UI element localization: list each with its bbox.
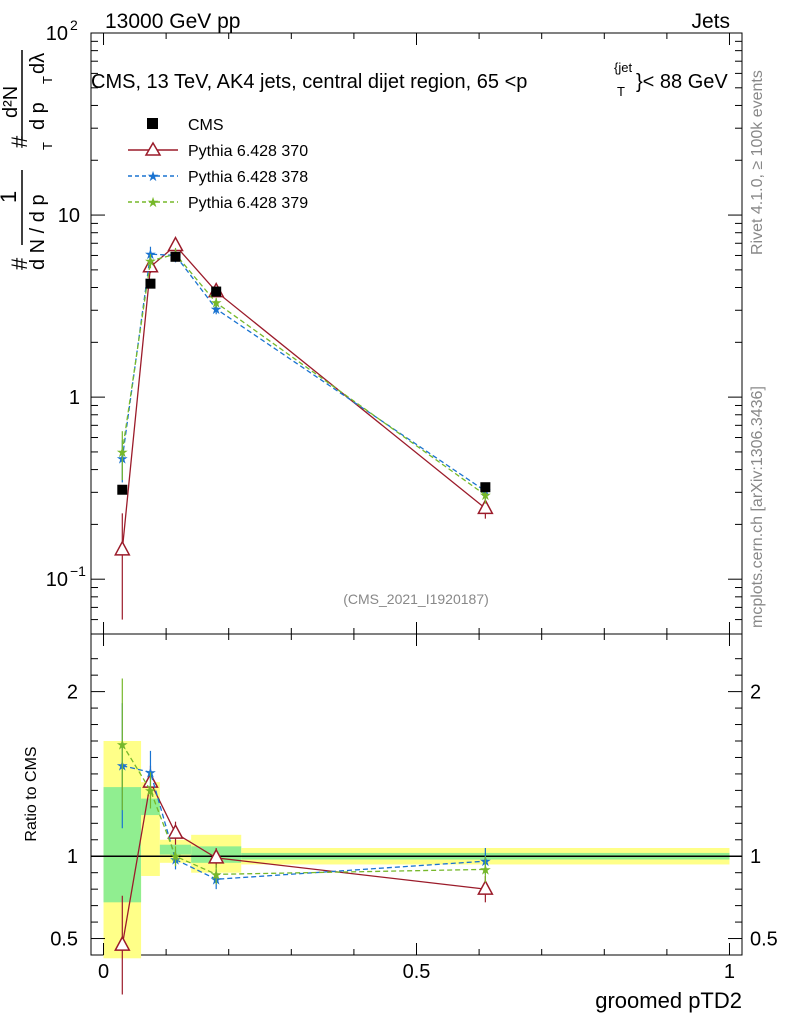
ylabel-dN: d N / d p bbox=[27, 194, 49, 270]
ylabel-T-1: T bbox=[40, 142, 55, 150]
y-tick-label-ratio-right: 1 bbox=[750, 846, 761, 868]
ratio-series: ★ ★★★★★★★★ ★ bbox=[114, 678, 494, 995]
x-tick-label: 1 bbox=[724, 961, 735, 983]
x-tick-label: 0.5 bbox=[403, 961, 431, 983]
legend-label-cms: CMS bbox=[188, 117, 224, 134]
legend-marker-378: ★ bbox=[147, 168, 160, 184]
header-left: 13000 GeV pp bbox=[105, 10, 240, 33]
chart-title: CMS, 13 TeV, AK4 jets, central dijet reg… bbox=[91, 60, 728, 99]
title-prefix: CMS, 13 TeV, AK4 jets, central dijet reg… bbox=[91, 71, 527, 93]
y-tick-label-main: 10 bbox=[58, 205, 80, 227]
series-0-point-ratio bbox=[207, 848, 225, 864]
title-sup: {jet bbox=[614, 60, 632, 75]
cms-data-point bbox=[145, 278, 156, 289]
y-tick-base: 10 bbox=[58, 205, 80, 227]
ratio-panel-frame bbox=[90, 633, 743, 956]
y-tick-base: 1 bbox=[69, 387, 80, 409]
cms-data-point bbox=[211, 286, 222, 297]
series-2-point-main: ★ bbox=[210, 295, 223, 311]
series-0-point-main bbox=[477, 498, 494, 515]
legend-label-378: Pythia 6.428 378 bbox=[188, 169, 308, 186]
y-tick-label-ratio-right: 0.5 bbox=[750, 929, 778, 951]
ylabel-hash-2: # bbox=[7, 135, 32, 148]
ylabel-dlambda: dλ bbox=[27, 53, 49, 74]
series-0-point-ratio bbox=[114, 935, 131, 951]
y-tick-label-ratio: 1 bbox=[67, 846, 78, 868]
x-tick-label: 0 bbox=[98, 961, 109, 983]
series-0-point-ratio bbox=[477, 879, 494, 895]
ratio-uncertainty-bands bbox=[103, 741, 730, 959]
y-tick-exponent: 2 bbox=[70, 17, 78, 33]
legend-marker-370 bbox=[144, 141, 162, 156]
legend-marker-cms bbox=[147, 118, 158, 129]
legend-marker-379: ★ bbox=[147, 194, 160, 210]
y-axis-label-ratio: Ratio to CMS bbox=[23, 746, 40, 841]
title-suffix: }< 88 GeV bbox=[636, 71, 728, 93]
series-1-point-main: ★ bbox=[210, 301, 223, 317]
y-tick-label-ratio: 2 bbox=[67, 682, 78, 704]
ylabel-hash-1: # bbox=[7, 257, 32, 270]
x-axis-label: groomed pTD2 bbox=[595, 988, 742, 1013]
series-0-line-main bbox=[121, 244, 486, 550]
series-2-point-ratio: ★ bbox=[169, 848, 182, 864]
series-2-point-ratio: ★ bbox=[479, 861, 492, 877]
mcplots-label: mcplots.cern.ch [arXiv:1306.3436] bbox=[749, 386, 766, 628]
y-tick-base: 10 bbox=[46, 23, 68, 45]
cms-data-point bbox=[170, 251, 181, 262]
main-series: ★★★★★★★★★★ bbox=[114, 235, 494, 620]
y-tick-label-ratio: 0.5 bbox=[50, 929, 78, 951]
series-2-point-ratio: ★ bbox=[144, 782, 157, 798]
y-tick-base: 10 bbox=[46, 569, 68, 591]
series-2-point-main: ★ bbox=[116, 444, 129, 460]
rivet-label: Rivet 4.1.0, ≥ 100k events bbox=[749, 70, 766, 255]
y-tick-label-main: 1 bbox=[69, 387, 80, 409]
series-2-point-ratio: ★ bbox=[116, 736, 129, 752]
series-2-point-ratio: ★ bbox=[210, 866, 223, 882]
y-tick-label-main: 10 2 bbox=[46, 17, 78, 45]
ylabel-T-2: T bbox=[40, 76, 55, 84]
y-tick-exponent: −1 bbox=[70, 563, 86, 579]
y-tick-label-ratio-right: 2 bbox=[750, 682, 761, 704]
series-1-line-ratio bbox=[122, 765, 486, 880]
cms-data-point bbox=[480, 482, 491, 493]
legend-label-370: Pythia 6.428 370 bbox=[188, 143, 308, 160]
ylabel-d2N: d²N bbox=[0, 86, 22, 118]
series-0-point-main bbox=[114, 540, 131, 556]
ylabel-dp: d p bbox=[27, 102, 49, 130]
y-tick-label-main: 10 −1 bbox=[46, 563, 86, 591]
header-right: Jets bbox=[691, 10, 730, 33]
legend-label-379: Pythia 6.428 379 bbox=[188, 195, 308, 212]
title-sub: T bbox=[617, 84, 625, 99]
series-0-point-ratio bbox=[167, 823, 184, 839]
y-axis-label-main: # 1 d N / d p T # d²N d p T dλ bbox=[0, 50, 55, 270]
analysis-watermark: (CMS_2021_I1920187) bbox=[343, 591, 489, 607]
ratio-axes: 0 0.5 1 0.5 0.5 1 1 2 2 bbox=[50, 33, 778, 983]
series-2-line-main bbox=[121, 253, 486, 496]
series-2-point-main: ★ bbox=[144, 253, 157, 269]
legend: CMS Pythia 6.428 370 ★ Pythia 6.428 378 … bbox=[128, 117, 308, 212]
series-1-point-main: ★ bbox=[144, 246, 157, 262]
ylabel-one: 1 bbox=[0, 191, 21, 203]
cms-data-point bbox=[117, 484, 128, 495]
